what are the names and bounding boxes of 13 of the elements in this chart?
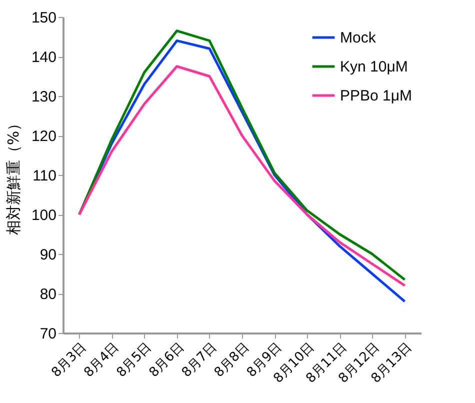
y-tick-label: 140: [31, 49, 56, 66]
y-tick-label: 150: [31, 10, 56, 26]
y-axis-title: 相対新鮮重（%）: [4, 116, 22, 236]
y-tick-label: 80: [40, 286, 56, 303]
y-tick-label: 90: [40, 246, 56, 264]
y-tick-label: 120: [31, 128, 56, 145]
y-tick-label: 110: [32, 168, 56, 184]
y-tick-label: 130: [31, 88, 56, 106]
legend-label: Kyn 10μM: [340, 58, 408, 76]
legend-label: Mock: [340, 30, 376, 46]
y-tick-label: 100: [31, 207, 56, 224]
y-tick-label: 70: [40, 326, 56, 342]
legend-label: PPBo 1μM: [340, 88, 412, 104]
